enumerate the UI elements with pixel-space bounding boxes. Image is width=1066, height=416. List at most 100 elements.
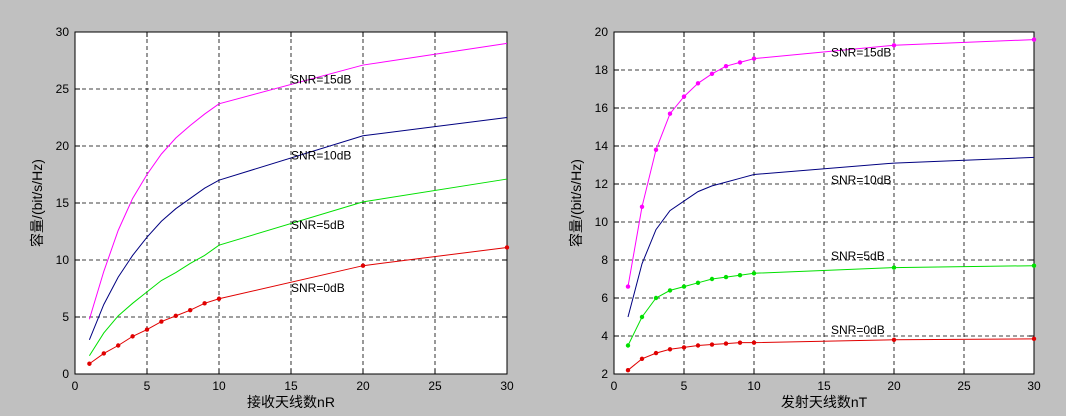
left-point-snr0db: [101, 351, 107, 356]
left-y-tick-label: 15: [56, 196, 70, 210]
left-series-line-snr5db: [88, 178, 508, 357]
right-point-snr5db: [667, 288, 673, 293]
right-x-axis-label: 发射天线数nT: [781, 394, 868, 410]
right-point-snr15db: [639, 204, 645, 209]
left-series-line-snr15db: [88, 42, 508, 320]
right-point-snr5db: [723, 274, 729, 280]
right-y-tick-label: 18: [595, 63, 609, 77]
left-point-snr0db: [173, 313, 178, 319]
left-point-snr0db: [504, 245, 510, 250]
right-series-line-snr10db: [627, 156, 1035, 318]
left-y-tick-label: 10: [56, 253, 70, 267]
right-point-snr0db: [681, 345, 687, 350]
right-x-tick-label: 20: [887, 379, 901, 393]
right-y-tick-label: 6: [601, 291, 608, 305]
right-x-tick-label: 10: [747, 379, 761, 393]
right-point-snr15db: [723, 63, 729, 69]
right-series-label-snr15db: SNR=15dB: [831, 46, 891, 60]
left-point-snr0db: [87, 361, 92, 366]
right-chart-panel: 0 5 10 15 20 25 30 2 4 6 8 10 12 14 16 18 20 发射天线数nT 容量/(b…: [568, 25, 1041, 410]
left-y-tick-label: 0: [62, 367, 69, 381]
left-x-axis-label: 接收天线数nR: [247, 394, 335, 410]
right-point-snr0db: [653, 350, 659, 356]
right-series-label-snr5db: SNR=5dB: [831, 249, 885, 263]
right-y-tick-label: 10: [595, 215, 609, 229]
right-point-snr5db: [891, 265, 897, 270]
right-point-snr0db: [625, 368, 631, 373]
left-series-line-snr10db: [88, 117, 508, 340]
left-y-tick-label: 25: [56, 82, 70, 96]
right-y-tick-label: 8: [601, 253, 608, 267]
right-x-tick-label: 30: [1027, 379, 1041, 393]
right-y-tick-label: 2: [601, 367, 608, 381]
left-y-axis-label: 容量/(bit/s/Hz): [29, 159, 45, 247]
left-series-label-snr5db: SNR=5dB: [291, 218, 345, 232]
right-point-snr15db: [695, 81, 701, 86]
left-y-tick-label: 30: [56, 25, 70, 39]
right-x-tick-label: 15: [817, 379, 831, 393]
left-point-snr0db: [130, 334, 135, 339]
right-point-snr0db: [723, 341, 729, 346]
left-x-tick-label: 10: [212, 379, 226, 393]
left-series-line-snr0db: [89, 246, 508, 365]
right-point-snr5db: [653, 295, 659, 301]
right-point-snr5db: [1031, 263, 1037, 268]
right-x-tick-label: 0: [611, 379, 618, 393]
right-y-tick-label: 4: [601, 329, 608, 343]
left-point-snr0db: [116, 343, 121, 348]
right-point-snr15db: [891, 43, 897, 48]
right-point-snr15db: [1031, 37, 1037, 42]
left-series-label-snr0db: SNR=0dB: [291, 281, 345, 295]
right-series-line-snr0db: [627, 338, 1035, 371]
right-point-snr0db: [667, 347, 673, 352]
right-point-snr0db: [737, 340, 743, 345]
right-point-snr5db: [681, 284, 687, 289]
right-y-tick-label: 16: [595, 101, 609, 115]
right-point-snr15db: [667, 111, 673, 116]
left-point-snr0db: [188, 307, 193, 313]
left-x-tick-label: 30: [500, 379, 514, 393]
right-point-snr15db: [709, 71, 715, 77]
right-series-line-snr15db: [627, 39, 1035, 287]
right-point-snr5db: [709, 276, 715, 282]
left-x-tick-label: 20: [356, 379, 370, 393]
right-point-snr5db: [695, 280, 701, 285]
right-y-axis-label: 容量/(bit/s/Hz): [568, 159, 584, 247]
right-point-snr0db: [695, 343, 701, 348]
right-y-tick-label: 12: [595, 177, 609, 191]
right-series-line-snr5db: [627, 265, 1035, 346]
right-point-snr15db: [653, 147, 659, 152]
left-x-tick-label: 25: [428, 379, 442, 393]
right-y-tick-label: 14: [595, 139, 609, 153]
left-point-snr0db: [360, 263, 366, 268]
right-x-tick-label: 5: [681, 379, 688, 393]
right-point-snr15db: [681, 94, 687, 99]
left-x-tick-label: 5: [144, 379, 151, 393]
left-point-snr0db: [159, 319, 164, 324]
right-point-snr0db: [1031, 336, 1037, 342]
right-series-label-snr0db: SNR=0dB: [831, 323, 885, 337]
right-y-tick-label: 20: [595, 25, 609, 39]
left-point-snr0db: [144, 327, 150, 332]
right-point-snr0db: [709, 342, 715, 347]
left-point-snr0db: [216, 296, 222, 301]
right-x-tick-label: 25: [957, 379, 971, 393]
left-y-tick-label: 5: [62, 310, 69, 324]
left-x-tick-label: 15: [284, 379, 298, 393]
right-point-snr15db: [751, 56, 757, 61]
right-point-snr0db: [639, 356, 645, 361]
left-series-label-snr10db: SNR=10dB: [291, 149, 351, 163]
right-point-snr0db: [891, 337, 897, 342]
right-point-snr0db: [751, 340, 757, 345]
right-point-snr15db: [737, 60, 743, 65]
left-chart-panel: 0 5 10 15 20 25 30 0 5 10 15 20 25 30 接收天线数nR 容量/(bit/s…: [29, 25, 514, 410]
left-x-tick-label: 0: [72, 379, 79, 393]
right-point-snr5db: [639, 314, 645, 320]
left-point-snr0db: [202, 301, 207, 306]
right-series-label-snr10db: SNR=10dB: [831, 173, 891, 187]
left-series-label-snr15db: SNR=15dB: [291, 72, 351, 86]
right-point-snr15db: [625, 284, 631, 289]
right-point-snr5db: [625, 343, 631, 348]
right-point-snr5db: [751, 271, 757, 276]
